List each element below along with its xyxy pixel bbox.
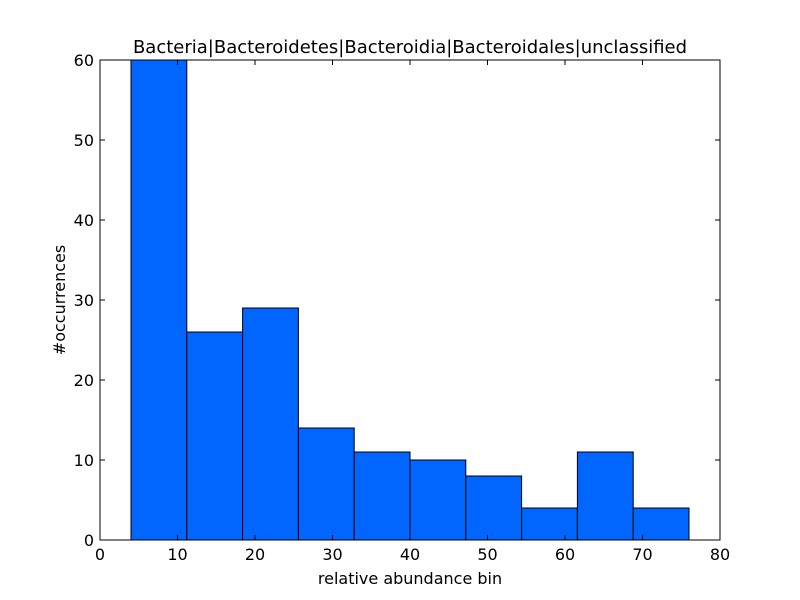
y-tick-label: 0 bbox=[84, 531, 94, 550]
histogram-bar-0 bbox=[130, 59, 188, 541]
x-tick-label: 40 bbox=[400, 545, 420, 564]
y-tick-label: 40 bbox=[74, 211, 94, 230]
x-tick-label: 60 bbox=[555, 545, 575, 564]
x-tick-label: 70 bbox=[632, 545, 652, 564]
x-axis-label: relative abundance bin bbox=[318, 569, 502, 588]
x-tick-label: 50 bbox=[477, 545, 497, 564]
y-tick-label: 50 bbox=[74, 131, 94, 150]
histogram-bar-4 bbox=[353, 451, 411, 541]
histogram-bar-5 bbox=[409, 459, 467, 541]
x-tick-label: 10 bbox=[167, 545, 187, 564]
histogram-bar-6 bbox=[465, 475, 523, 541]
plot-frame bbox=[99, 59, 721, 541]
y-tick-label: 60 bbox=[74, 51, 94, 70]
y-axis-label: #occurrences bbox=[50, 245, 69, 355]
x-tick-label: 20 bbox=[245, 545, 265, 564]
x-tick-label: 80 bbox=[710, 545, 730, 564]
histogram-bar-3 bbox=[297, 427, 355, 541]
histogram-bar-1 bbox=[186, 331, 244, 541]
y-tick-label: 30 bbox=[74, 291, 94, 310]
histogram-bar-9 bbox=[632, 507, 690, 541]
y-tick-label: 20 bbox=[74, 371, 94, 390]
ticks-group: 0 10 20 30 40 50 60 70 80 0 10 20 30 40 50 60 bbox=[74, 51, 731, 564]
histogram-bar-8 bbox=[576, 451, 634, 541]
histogram-bar-2 bbox=[242, 307, 299, 541]
x-tick-label: 30 bbox=[322, 545, 342, 564]
histogram-bar-7 bbox=[521, 507, 578, 541]
x-tick-label: 0 bbox=[95, 545, 105, 564]
y-tick-label: 10 bbox=[74, 451, 94, 470]
bars-group bbox=[130, 59, 690, 541]
chart-title: Bacteria|Bacteroidetes|Bacteroidia|Bacte… bbox=[133, 37, 687, 58]
